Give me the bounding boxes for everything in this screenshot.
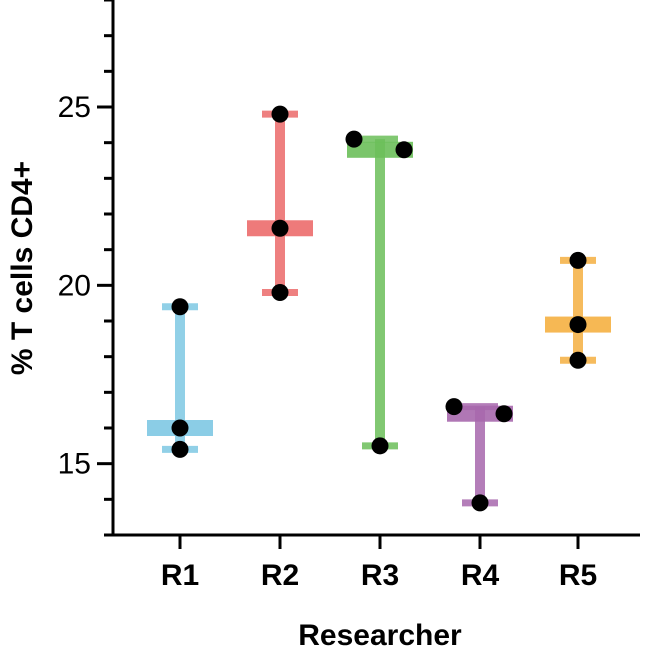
x-tick-label: R2 [261,559,299,592]
y-axis: 15 20 25 [58,0,115,537]
series-R3 [345,130,413,455]
data-point [395,141,413,159]
series-R4 [445,398,513,512]
x-tick-label: R5 [559,559,597,592]
data-point [271,105,289,123]
data-point [171,298,189,316]
data-point [171,440,189,458]
y-tick-label: 20 [58,269,91,302]
y-tick-label: 25 [58,91,91,124]
x-tick-label: R1 [161,559,199,592]
data-point [171,419,189,437]
x-axis: R1 R2 R3 R4 R5 [111,533,640,592]
plot-area [147,105,611,512]
data-point [271,283,289,301]
y-tick-label: 15 [58,448,91,481]
x-tick-label: R4 [461,559,500,592]
data-point [569,351,587,369]
data-point [271,219,289,237]
data-point [371,437,389,455]
x-tick-label: R3 [361,559,399,592]
data-point [569,316,587,334]
x-axis-title: Researcher [298,619,462,652]
y-axis-title: % T cells CD4+ [6,161,39,375]
series-R1 [147,298,213,458]
data-point [495,405,513,423]
data-point [345,130,363,148]
series-R2 [247,105,313,301]
data-point [445,398,463,416]
data-point [471,494,489,512]
data-point [569,251,587,269]
series-R5 [545,251,611,369]
